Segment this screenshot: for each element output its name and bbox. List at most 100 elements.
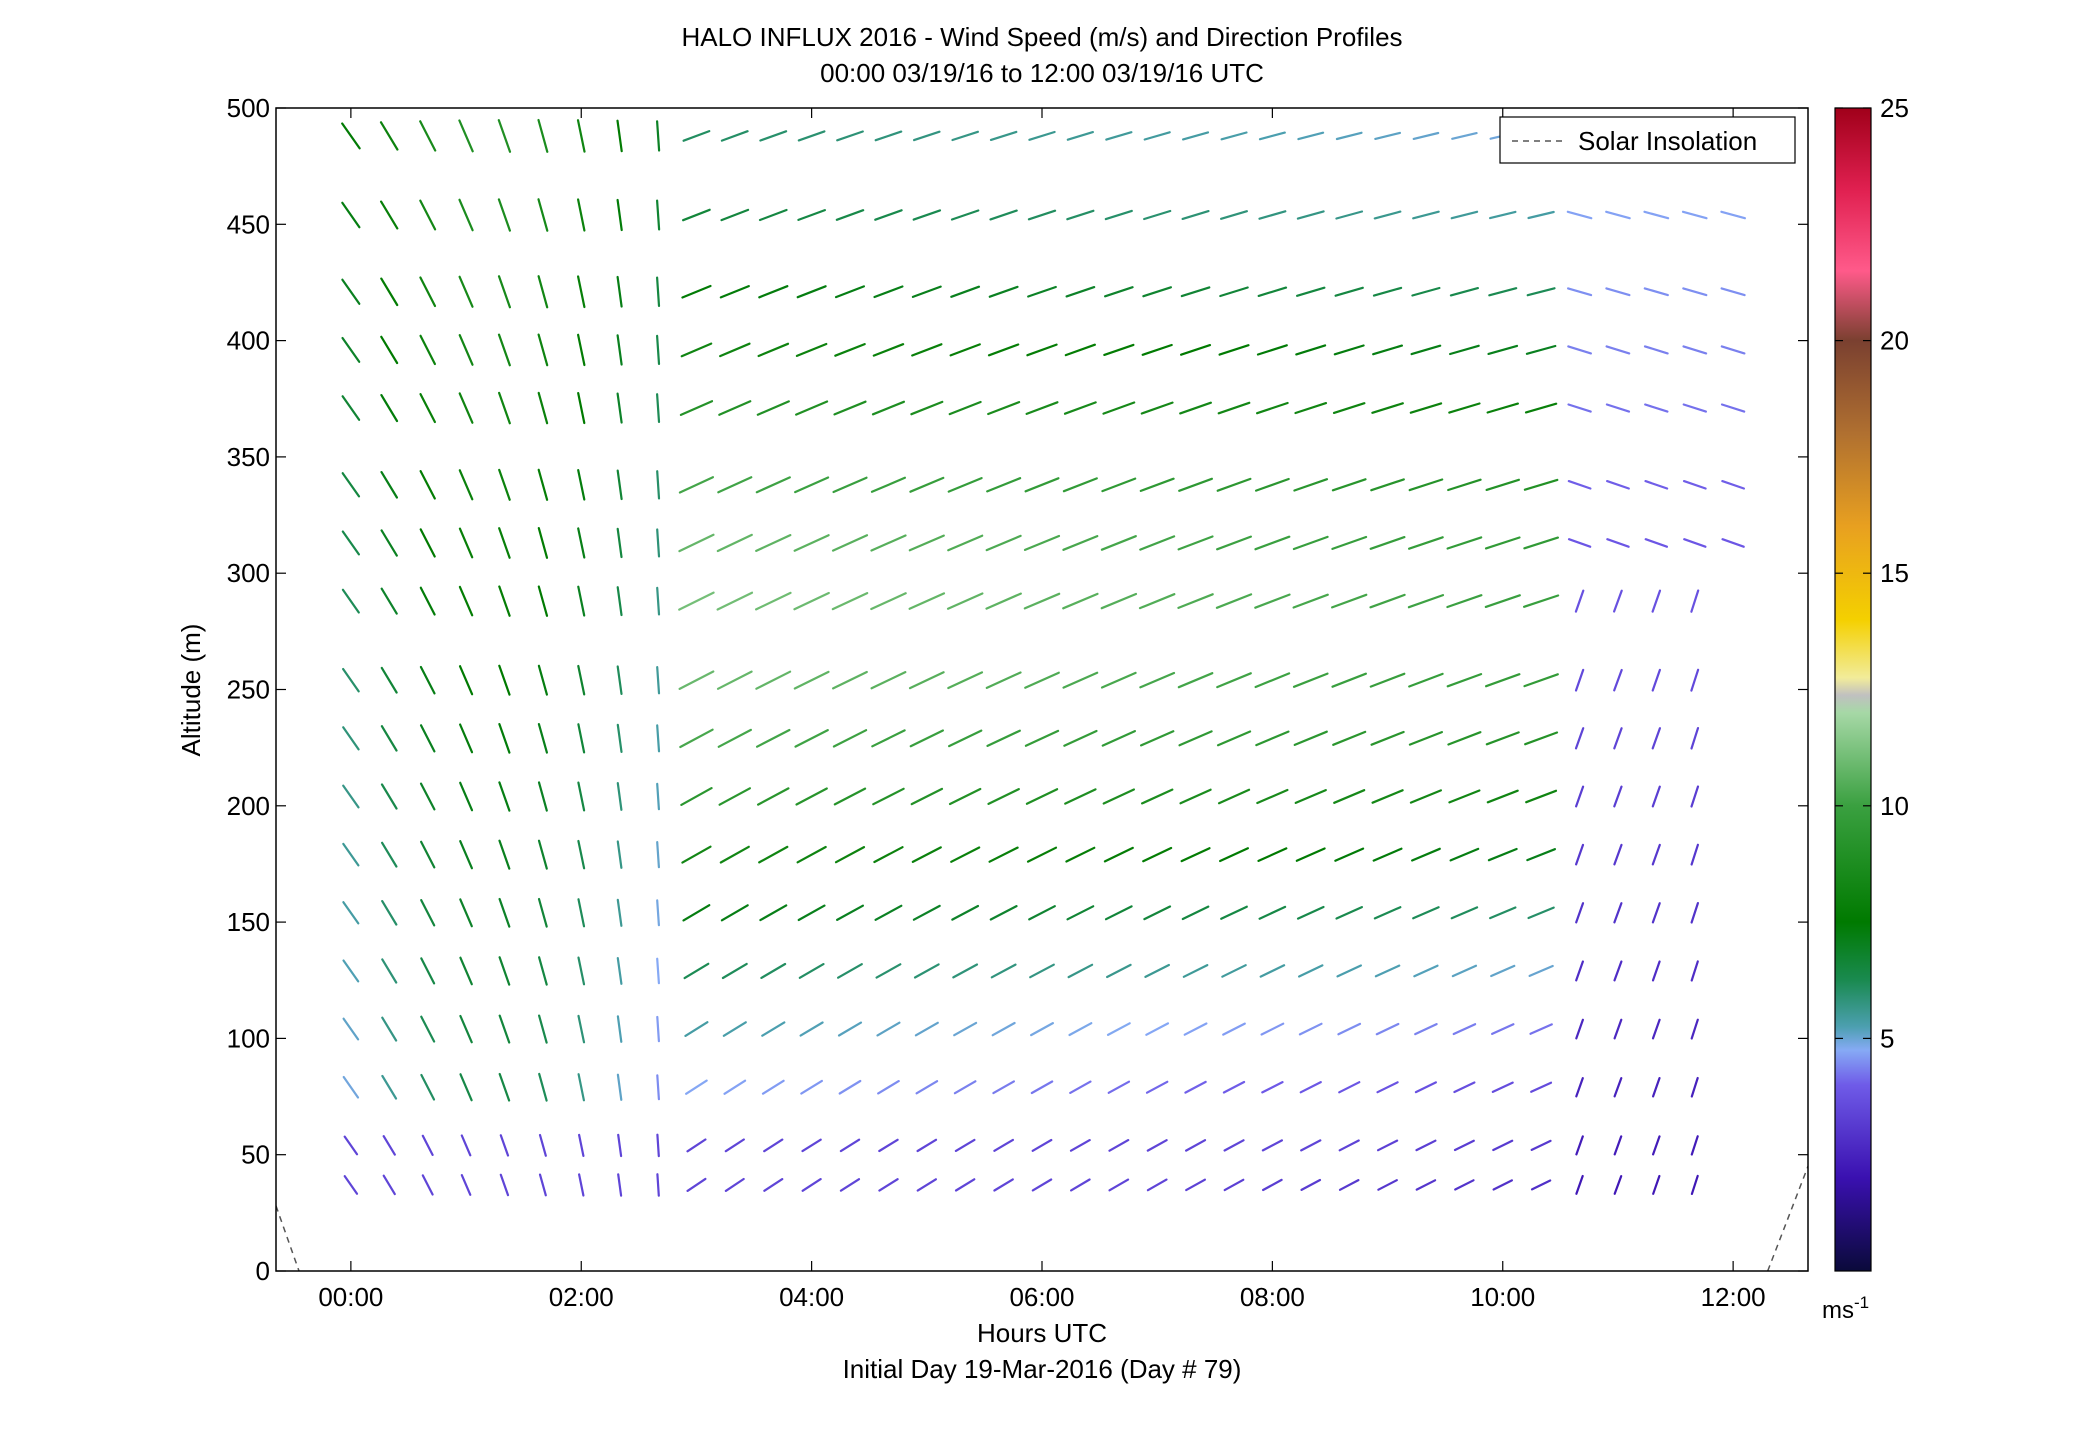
wind-vector [718,400,752,416]
wind-vector [498,527,511,559]
wind-vector [381,841,398,868]
wind-vector [1575,1076,1584,1098]
wind-vector [724,1138,745,1153]
wind-vector [913,963,940,979]
wind-vector [1177,535,1214,551]
wind-vector [839,1178,861,1192]
wind-vector [1690,960,1699,982]
wind-vector [1721,480,1746,490]
wind-vector [497,275,511,309]
wind-vector [1606,538,1630,548]
wind-vector [498,1014,511,1044]
wind-vector [720,130,749,142]
wind-vector [380,394,399,423]
wind-vector [870,670,907,690]
wind-vector [616,275,623,308]
wind-vector [1024,477,1060,493]
wind-vector [1029,1021,1055,1037]
x-tick-label: 08:00 [1240,1282,1305,1312]
wind-vector [1138,593,1176,610]
wind-vector [1644,403,1669,413]
legend-label: Solar Insolation [1578,126,1757,156]
wind-vector [1612,589,1623,613]
wind-vector [1414,1022,1438,1036]
wind-vector [1177,672,1214,689]
wind-vector [1690,668,1700,692]
wind-vector [1143,131,1171,141]
colorbar-tick-label: 5 [1880,1023,1894,1053]
wind-vector [420,1015,436,1043]
x-tick-label: 06:00 [1009,1282,1074,1312]
wind-vector [755,670,792,690]
wind-vector [801,1177,822,1192]
wind-vector [1142,286,1173,298]
wind-vector [1450,210,1479,220]
wind-vector [342,784,360,809]
wind-vector [954,1178,976,1192]
wind-vector [1651,1076,1661,1098]
wind-vector [946,592,984,610]
wind-vector [577,527,586,559]
wind-vector [460,1173,472,1196]
wind-vector [460,1134,472,1157]
wind-vector [871,729,906,748]
wind-vector [1369,672,1406,688]
wind-vector [1451,132,1478,140]
wind-vector [909,476,945,493]
wind-vector [1258,210,1287,220]
wind-vector [1338,1081,1361,1094]
wind-vector [1683,538,1707,548]
wind-vector [760,962,787,980]
wind-vector [1220,131,1248,141]
wind-vector [1411,286,1441,297]
wind-vector [988,285,1019,298]
wind-vector [1371,789,1404,804]
chart-subtitle: 00:00 03/19/16 to 12:00 03/19/16 UTC [820,58,1264,88]
wind-vector [656,1173,660,1197]
wind-vector [498,1072,511,1102]
wind-vector [459,1014,473,1044]
wind-vector [1643,345,1669,355]
wind-vector [1373,906,1402,920]
wind-vector [1613,1135,1623,1156]
wind-vector [1292,593,1329,609]
wind-vector [682,904,711,922]
wind-vector [1491,1081,1514,1094]
wind-vector [1720,287,1746,297]
wind-vector [577,898,586,928]
wind-vector [1184,1080,1207,1094]
wind-vector [342,667,360,693]
wind-vector [991,1021,1016,1037]
y-tick-label: 400 [227,326,270,356]
wind-vector [990,963,1017,979]
wind-vector [947,534,984,552]
wind-vector [380,335,399,365]
wind-vector [498,956,511,986]
wind-vector [1409,789,1443,804]
wind-vector [686,1177,707,1193]
wind-vector [1101,729,1137,747]
wind-vector [874,209,903,221]
solar-insolation-line [1767,1166,1808,1271]
axes-frame [275,107,1809,1272]
wind-vector [1179,788,1212,805]
wind-vector [1254,593,1291,609]
wind-vector [910,400,944,416]
wind-vector [1139,477,1175,492]
wind-vector [1334,847,1365,862]
wind-vector [834,343,866,357]
wind-vector [1484,594,1521,609]
wind-vector [1031,1178,1053,1192]
wind-vector [1369,593,1406,609]
wind-vector [1613,902,1623,924]
wind-vector [1488,210,1517,220]
wind-vector [1028,905,1056,921]
wind-vector [1574,589,1585,613]
wind-vector [985,534,1022,552]
y-tick-label: 50 [241,1140,270,1170]
wind-vector [419,782,436,811]
wind-vector [793,476,830,494]
wind-vector [381,1016,398,1042]
wind-vector [1261,1139,1284,1152]
wind-vector [1682,345,1708,355]
